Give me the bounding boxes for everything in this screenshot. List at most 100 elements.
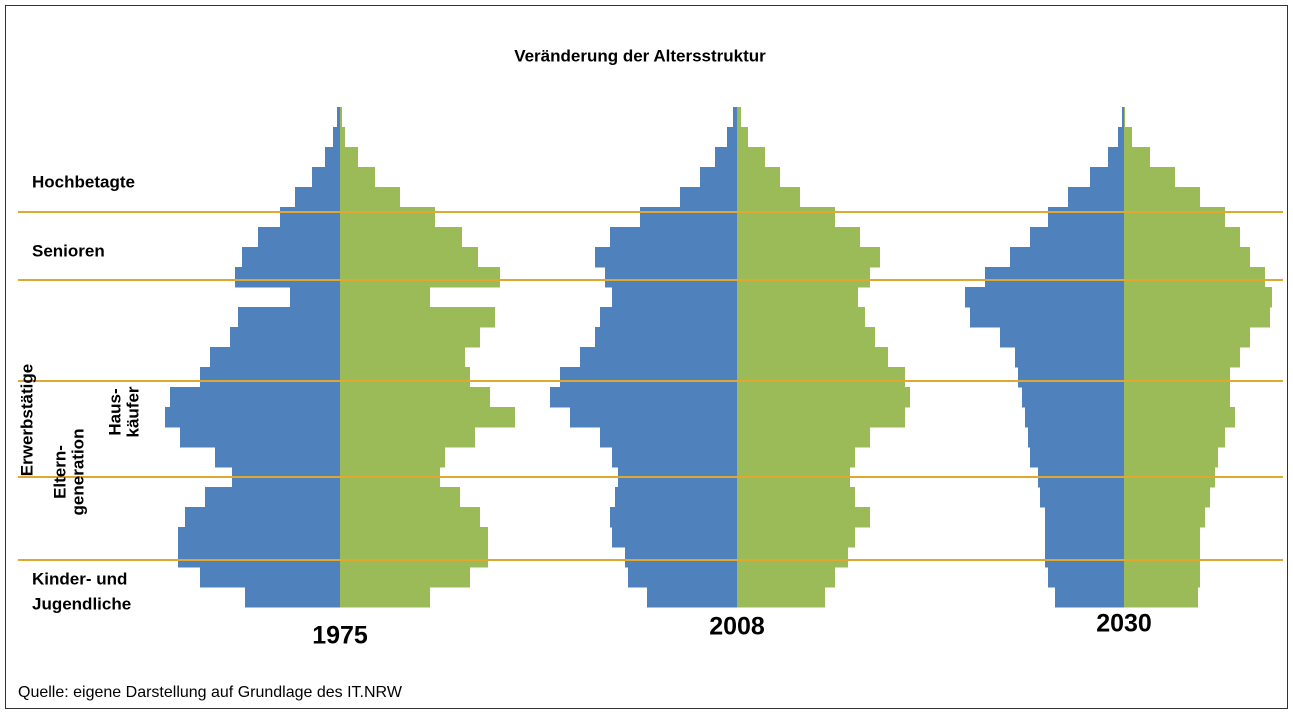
group-label: Hochbetagte: [32, 172, 135, 191]
year-label: 2008: [709, 613, 765, 641]
age-bar: [1030, 227, 1124, 248]
age-bar: [1124, 287, 1272, 308]
age-bar: [737, 107, 741, 128]
chart-title: Veränderung der Altersstruktur: [514, 46, 766, 65]
age-bar: [625, 547, 737, 568]
group-label: käufer: [123, 386, 142, 437]
age-bar: [1124, 227, 1240, 248]
age-bar: [340, 267, 500, 288]
age-bar: [230, 327, 340, 348]
age-bar: [737, 427, 870, 448]
age-bar: [185, 507, 340, 528]
age-bar: [1124, 427, 1225, 448]
age-bar: [340, 107, 342, 128]
age-bar: [600, 427, 737, 448]
age-bar: [210, 347, 340, 368]
age-bar: [1124, 307, 1270, 328]
age-bar: [340, 387, 490, 408]
source-note: Quelle: eigene Darstellung auf Grundlage…: [18, 684, 403, 701]
age-bar: [600, 307, 737, 328]
age-bar: [733, 107, 737, 128]
age-bar: [550, 387, 737, 408]
age-bar: [340, 547, 488, 568]
age-bar: [295, 187, 340, 208]
age-bar: [605, 267, 737, 288]
age-bar: [340, 407, 515, 428]
age-bar: [1124, 107, 1125, 128]
age-bar: [737, 207, 835, 228]
age-bar: [340, 207, 435, 228]
age-bar: [1018, 367, 1124, 388]
age-bar: [1124, 187, 1200, 208]
age-bar: [1025, 407, 1124, 428]
age-bar: [340, 347, 465, 368]
age-bar: [680, 187, 737, 208]
age-bar: [737, 487, 855, 508]
age-bar: [1124, 247, 1250, 268]
age-bar: [242, 247, 340, 268]
age-bar: [737, 127, 748, 148]
age-bar: [1124, 487, 1210, 508]
age-bar: [340, 247, 478, 268]
age-bar: [178, 527, 340, 548]
age-bar: [970, 307, 1124, 328]
age-bar: [312, 167, 340, 188]
age-bar: [1124, 367, 1230, 388]
age-bar: [1124, 207, 1225, 228]
age-bar: [340, 167, 375, 188]
age-bar: [610, 227, 737, 248]
age-bar: [595, 247, 737, 268]
age-bar: [1124, 127, 1132, 148]
age-bar: [1030, 447, 1124, 468]
age-bar: [340, 567, 470, 588]
age-bar: [340, 507, 480, 528]
age-bar: [700, 167, 737, 188]
age-bar: [612, 527, 737, 548]
age-bar: [280, 207, 340, 228]
group-label: Senioren: [32, 241, 105, 260]
group-label: Eltern-: [50, 445, 69, 499]
age-bar: [612, 287, 737, 308]
age-bar: [178, 547, 340, 568]
group-label: Haus-: [105, 388, 124, 435]
age-bar: [737, 307, 865, 328]
age-bar: [737, 547, 848, 568]
age-bar: [1108, 147, 1124, 168]
age-bar: [965, 287, 1124, 308]
age-bar: [727, 127, 737, 148]
age-bar: [1022, 387, 1124, 408]
age-bar: [737, 407, 905, 428]
age-bar: [715, 147, 737, 168]
age-bar: [737, 527, 855, 548]
age-bar: [340, 587, 430, 608]
age-bar: [1124, 547, 1200, 568]
age-bar: [595, 327, 737, 348]
age-bar: [340, 127, 345, 148]
age-bar: [180, 427, 340, 448]
age-bar: [235, 267, 340, 288]
age-bar: [737, 347, 888, 368]
age-bar: [570, 407, 737, 428]
age-bar: [640, 207, 737, 228]
group-label: generation: [68, 429, 87, 516]
age-bar: [737, 287, 858, 308]
age-bar: [340, 287, 430, 308]
age-bar: [1118, 127, 1124, 148]
age-bar: [737, 507, 870, 528]
age-bar: [1045, 507, 1124, 528]
age-bar: [215, 447, 340, 468]
age-bar: [1040, 487, 1124, 508]
age-bar: [1124, 407, 1235, 428]
group-label: Kinder- und: [32, 569, 127, 588]
age-bar: [1015, 347, 1124, 368]
age-bar: [647, 587, 737, 608]
age-bar: [1045, 547, 1124, 568]
age-bar: [245, 587, 340, 608]
age-bar: [985, 267, 1124, 288]
age-bar: [737, 267, 870, 288]
age-bar: [580, 347, 737, 368]
age-bar: [737, 247, 880, 268]
group-label: Erwerbstätige: [17, 364, 36, 476]
age-bar: [340, 327, 480, 348]
age-bar: [340, 367, 470, 388]
